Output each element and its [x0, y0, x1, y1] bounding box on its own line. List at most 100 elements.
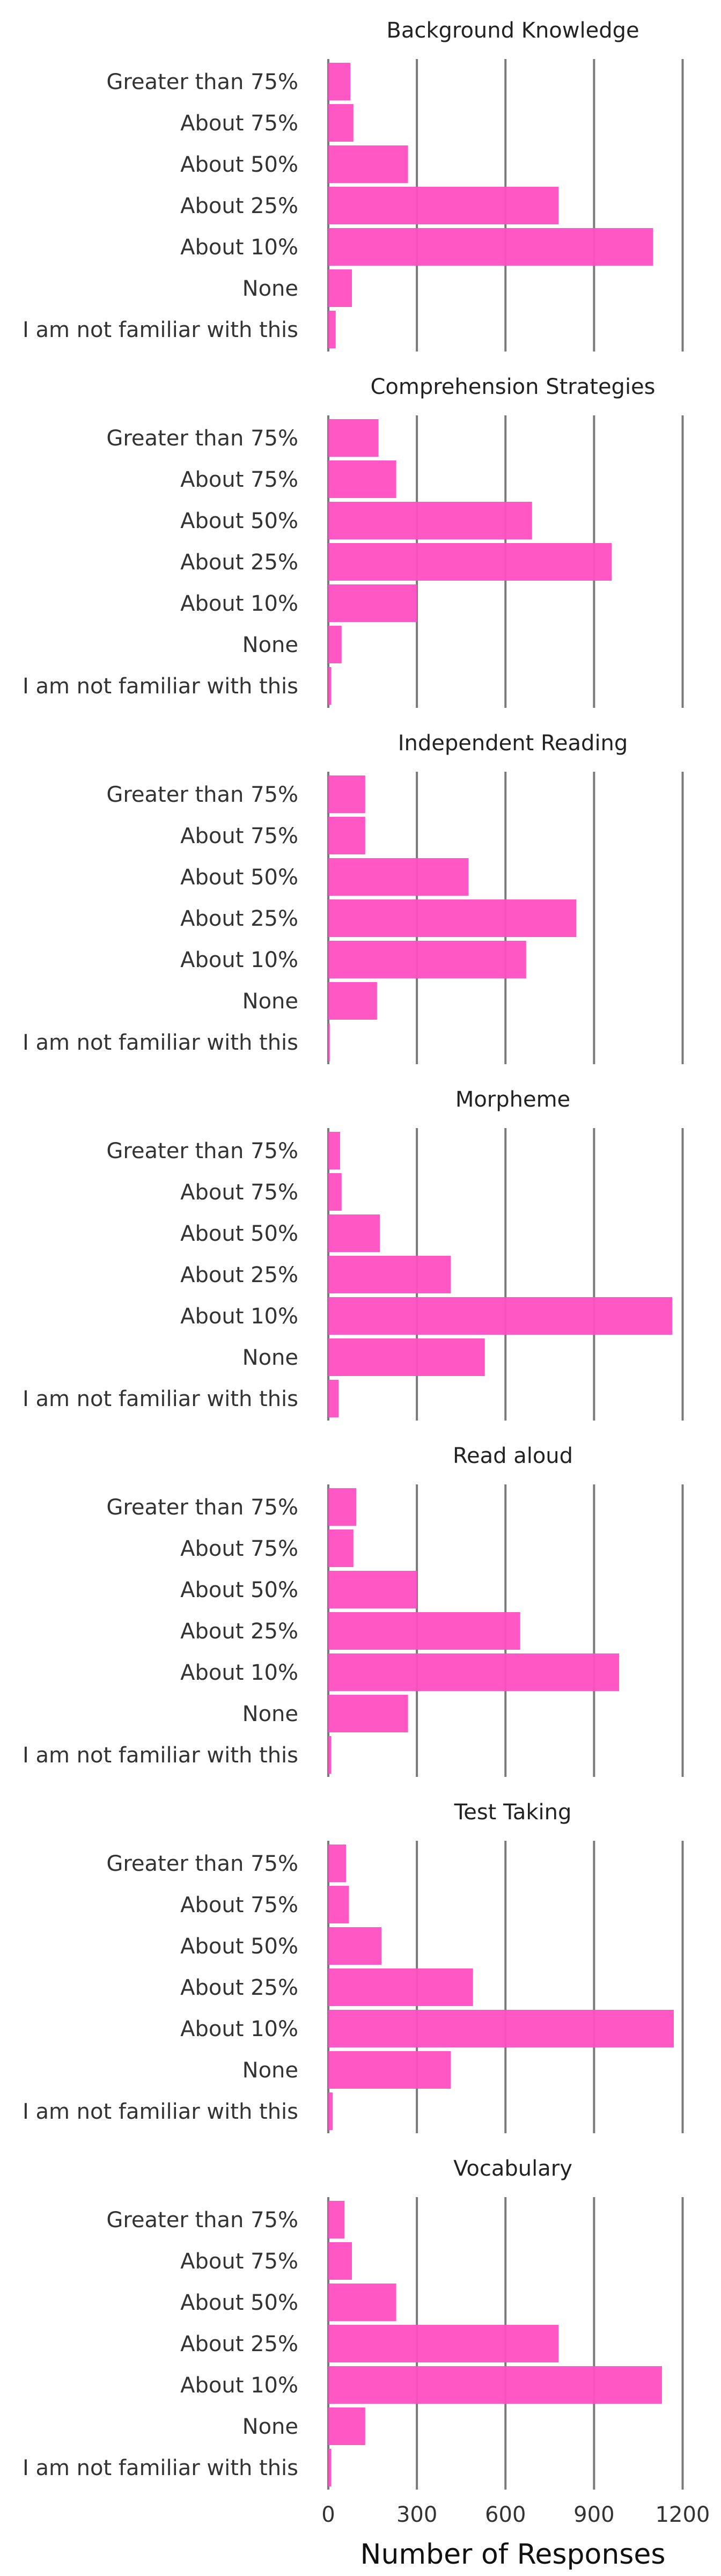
- category-label: I am not familiar with this: [23, 1743, 298, 1768]
- bar: [328, 1886, 349, 1923]
- category-label: About 10%: [180, 1660, 298, 1685]
- x-tick-label: 600: [485, 2502, 526, 2527]
- category-label: Greater than 75%: [106, 1139, 298, 1163]
- bar: [328, 2092, 333, 2130]
- category-label: About 50%: [180, 1221, 298, 1246]
- category-label: About 75%: [180, 111, 298, 136]
- facet-panel: Comprehension Strategies Greater than 75%…: [23, 375, 684, 708]
- bar: [328, 2051, 451, 2089]
- bar: [328, 1571, 417, 1608]
- category-label: None: [242, 2058, 298, 2083]
- facet-panel: Morpheme Greater than 75% About 75% About 5…: [23, 1087, 684, 1421]
- category-label: About 50%: [180, 1934, 298, 1959]
- panel-title: Background Knowledge: [386, 18, 639, 43]
- panel-title: Read aloud: [453, 1444, 573, 1468]
- category-label: About 10%: [180, 235, 298, 260]
- panel-title: Independent Reading: [398, 731, 628, 756]
- bar: [328, 145, 408, 183]
- bar: [328, 2010, 674, 2047]
- bar: [328, 2366, 662, 2404]
- bar: [328, 584, 417, 622]
- bar: [328, 1214, 380, 1252]
- bar: [328, 311, 336, 348]
- bar: [328, 1132, 341, 1169]
- category-label: About 25%: [180, 2332, 298, 2357]
- facet-panel: Independent Reading Greater than 75% About…: [23, 731, 684, 1064]
- bar: [328, 2242, 352, 2280]
- bar: [328, 2407, 365, 2445]
- bar: [328, 775, 365, 813]
- x-tick-label: 0: [321, 2502, 335, 2527]
- x-tick-label: 900: [573, 2502, 614, 2527]
- bar: [328, 1173, 342, 1211]
- category-label: About 50%: [180, 2290, 298, 2315]
- category-label: About 10%: [180, 1304, 298, 1329]
- category-label: About 25%: [180, 906, 298, 931]
- bar: [328, 1297, 673, 1335]
- category-label: Greater than 75%: [106, 1851, 298, 1876]
- category-label: About 25%: [180, 1619, 298, 1644]
- category-label: About 50%: [180, 152, 298, 177]
- bar: [328, 269, 352, 307]
- category-label: Greater than 75%: [106, 1495, 298, 1520]
- category-label: None: [242, 276, 298, 301]
- bar: [328, 419, 379, 457]
- bar: [328, 1256, 451, 1293]
- bar: [328, 2201, 345, 2238]
- x-tick-label: 1200: [656, 2502, 710, 2527]
- category-label: About 50%: [180, 865, 298, 890]
- category-label: I am not familiar with this: [23, 1387, 298, 1411]
- category-label: About 25%: [180, 1263, 298, 1287]
- category-label: I am not familiar with this: [23, 318, 298, 342]
- facet-panel: Vocabulary Greater than 75% About 75% About…: [23, 2156, 684, 2490]
- bar: [328, 63, 351, 100]
- bar: [328, 667, 332, 705]
- bar: [328, 626, 342, 663]
- category-label: About 75%: [180, 1180, 298, 1205]
- bar: [328, 2449, 332, 2486]
- category-label: I am not familiar with this: [23, 1030, 298, 1055]
- category-label: I am not familiar with this: [23, 2099, 298, 2124]
- category-label: About 10%: [180, 948, 298, 972]
- bar: [328, 1845, 347, 1882]
- bar: [328, 187, 559, 224]
- panel-title: Comprehension Strategies: [370, 375, 655, 399]
- bar: [328, 1736, 332, 1774]
- bar: [328, 1488, 357, 1526]
- category-label: None: [242, 633, 298, 657]
- panel-title: Morpheme: [455, 1087, 570, 1112]
- category-label: None: [242, 989, 298, 1014]
- bar: [328, 1338, 485, 1376]
- category-label: About 75%: [180, 467, 298, 492]
- category-label: About 75%: [180, 1536, 298, 1561]
- bar: [328, 1612, 520, 1650]
- category-label: About 10%: [180, 2373, 298, 2398]
- category-label: None: [242, 1345, 298, 1370]
- bar: [328, 1023, 330, 1061]
- bar: [328, 982, 377, 1020]
- bar: [328, 1653, 620, 1691]
- panel-title: Vocabulary: [453, 2156, 572, 2181]
- bar: [328, 1380, 339, 1417]
- category-label: About 75%: [180, 824, 298, 848]
- bar: [328, 1927, 382, 1965]
- category-label: Greater than 75%: [106, 2208, 298, 2233]
- category-label: About 25%: [180, 1975, 298, 2000]
- facet-panel: Background Knowledge Greater than 75% Abou…: [23, 18, 684, 352]
- bar: [328, 228, 653, 266]
- bar: [328, 899, 577, 937]
- bar: [328, 502, 532, 539]
- category-label: About 10%: [180, 591, 298, 616]
- bar: [328, 858, 469, 896]
- category-label: About 25%: [180, 194, 298, 218]
- bar: [328, 1695, 408, 1732]
- bar: [328, 817, 365, 854]
- bar: [328, 1968, 473, 2006]
- category-label: About 75%: [180, 2249, 298, 2274]
- category-label: Greater than 75%: [106, 782, 298, 807]
- bar: [328, 2284, 396, 2321]
- category-label: None: [242, 1702, 298, 1726]
- facet-panel: Read aloud Greater than 75% About 75% About…: [23, 1444, 684, 1777]
